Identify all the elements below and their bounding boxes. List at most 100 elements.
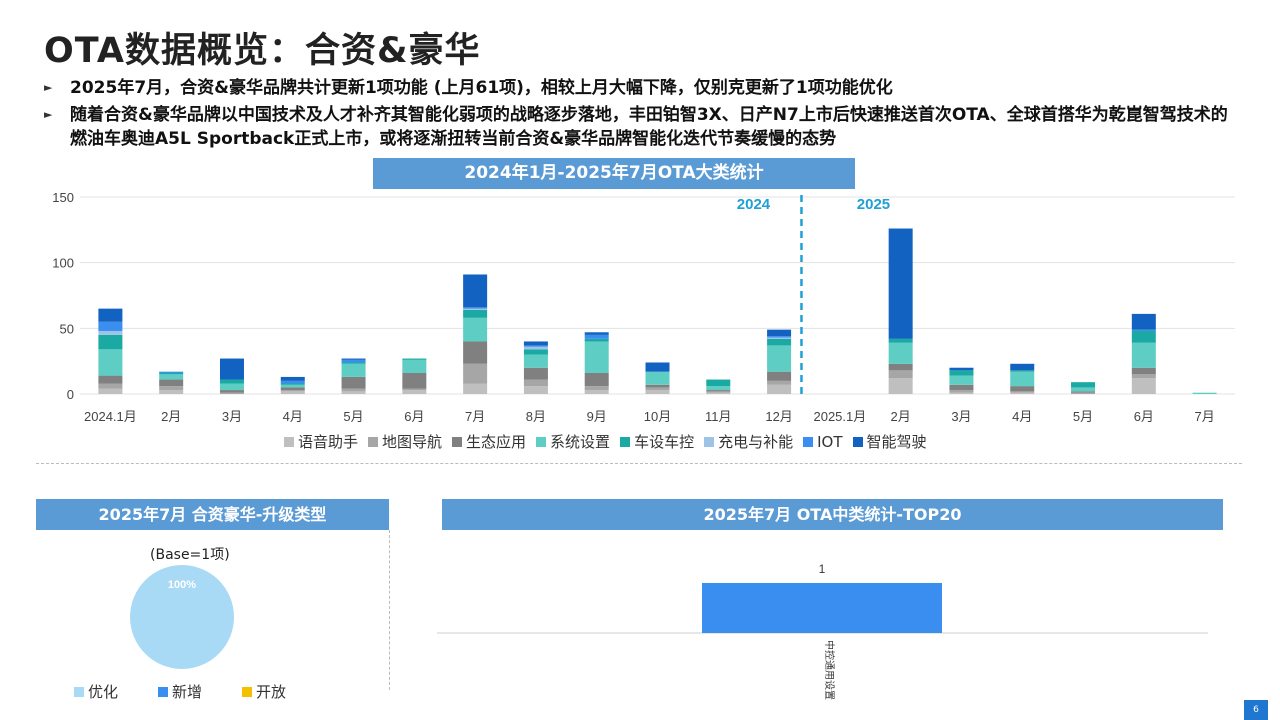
bar-segment	[949, 392, 974, 394]
bar-segment	[98, 383, 123, 389]
bar-segment	[645, 384, 670, 388]
bar-segment	[280, 376, 305, 381]
bar-segment	[1131, 313, 1156, 330]
bar-segment	[463, 274, 488, 308]
bar-segment	[463, 307, 488, 309]
y-tick-label: 150	[52, 190, 74, 205]
x-tick-label: 5月	[1073, 409, 1093, 424]
bar-segment	[584, 338, 609, 342]
bar-segment	[888, 338, 913, 343]
legend-swatch	[158, 686, 169, 697]
bar-segment	[341, 358, 366, 360]
bar-segment	[645, 387, 670, 391]
y-tick-label: 50	[60, 321, 74, 336]
bar-segment	[341, 388, 366, 392]
bullet-text: 随着合资&豪华品牌以中国技术及人才补齐其智能化弱项的战略逐步落地，丰田铂智3X、…	[70, 105, 1228, 149]
legend-label: 生态应用	[466, 433, 527, 451]
bar-segment	[767, 384, 792, 394]
x-tick-label: 2025.1月	[813, 409, 866, 424]
bar-segment	[949, 390, 974, 393]
main-stacked-bar-chart: 0 50 100 150 2024.1月 2月 3月 4月 5月 6月 7月 8月 9月 10月 11月 12…	[52, 190, 1235, 424]
x-tick-label: 2月	[891, 409, 911, 424]
bar-segment	[584, 334, 609, 339]
legend-item: 智能驾驶	[852, 431, 927, 452]
legend-swatch	[704, 436, 715, 447]
bullet-text: 2025年7月，合资&豪华品牌共计更新1项功能 (上月61项)，相较上月大幅下降…	[70, 78, 893, 98]
bar-segment	[523, 386, 548, 394]
bar-segment	[1131, 367, 1156, 375]
bar-segment	[584, 341, 609, 373]
bar-segment	[463, 309, 488, 318]
bar-segment	[402, 358, 427, 360]
year-label: 2024	[737, 196, 771, 213]
bar-segment	[523, 345, 548, 347]
legend-swatch	[852, 436, 863, 447]
bar-segment	[1010, 371, 1035, 387]
bar-segment	[523, 341, 548, 346]
legend-swatch	[284, 436, 294, 447]
x-tick-label: 中控通用设置	[823, 640, 836, 700]
bar-segment	[280, 380, 305, 384]
bar-data-label: 1	[819, 562, 826, 576]
bar-segment	[584, 390, 609, 394]
bar-segment	[767, 345, 792, 372]
section-divider	[36, 463, 1242, 464]
bar-segment	[280, 390, 305, 392]
bar-segment	[706, 390, 731, 392]
legend-label: 地图导航	[382, 433, 443, 451]
x-tick-label: 3月	[951, 409, 971, 424]
pie-slice	[130, 565, 234, 669]
x-tick-label: 12月	[765, 409, 792, 424]
bar-segment	[402, 372, 427, 389]
bar-segment	[584, 332, 609, 335]
bar-segment	[1071, 391, 1096, 393]
bar-segment	[280, 387, 305, 391]
legend-swatch	[803, 436, 814, 447]
bar-segment	[98, 349, 123, 376]
section-divider-vertical	[389, 530, 390, 690]
bullet-item: ► 2025年7月，合资&豪华品牌共计更新1项功能 (上月61项)，相较上月大幅…	[44, 76, 1244, 100]
x-tick-label: 2024.1月	[84, 409, 137, 424]
legend-item: 新增	[158, 681, 202, 702]
bar-segment	[463, 363, 488, 384]
bar-segment	[98, 375, 123, 384]
main-chart-legend: 语音助手 地图导航 生态应用 系统设置 车设车控 充电与补能 IOT 智能驾驶	[284, 431, 937, 452]
bullet-item: ► 随着合资&豪华品牌以中国技术及人才补齐其智能化弱项的战略逐步落地，丰田铂智3…	[44, 103, 1244, 151]
x-tick-label: 2月	[161, 409, 181, 424]
bar-segment	[1010, 363, 1035, 371]
legend-label: 语音助手	[298, 433, 359, 451]
bar-segment	[219, 390, 244, 393]
bar-segment	[219, 383, 244, 391]
bar-segment	[219, 379, 244, 384]
bar-segment	[341, 362, 366, 364]
pie-data-label: 100%	[168, 579, 196, 591]
bullet-marker-icon: ►	[44, 81, 53, 94]
y-tick-label: 100	[52, 256, 74, 271]
bar	[702, 583, 942, 633]
pie-legend: 优化 新增 开放	[74, 681, 326, 702]
legend-item: 地图导航	[368, 431, 442, 452]
legend-swatch	[452, 436, 463, 447]
bar-segment	[341, 363, 366, 377]
bar-segment	[523, 349, 548, 355]
bar-segment	[949, 384, 974, 391]
bar-segment	[523, 354, 548, 368]
bar-segment	[463, 341, 488, 364]
bar-segment	[280, 384, 305, 388]
legend-label: 充电与补能	[718, 433, 794, 451]
bar-segment	[402, 388, 427, 391]
legend-item: 开放	[242, 681, 286, 702]
bar-segment	[523, 379, 548, 387]
legend-item: 生态应用	[452, 431, 526, 452]
bar-segment	[706, 379, 731, 387]
legend-swatch	[620, 436, 631, 447]
y-tick-label: 0	[67, 387, 74, 402]
bar-segment	[888, 363, 913, 371]
bar-segment	[159, 371, 184, 373]
legend-item: 系统设置	[536, 431, 610, 452]
legend-label: 车设车控	[634, 433, 695, 451]
bar-segment	[1192, 392, 1217, 394]
main-chart-title: 2024年1月-2025年7月OTA大类统计	[373, 158, 855, 189]
upgrade-chart-title: 2025年7月 合资豪华-升级类型	[36, 499, 389, 530]
